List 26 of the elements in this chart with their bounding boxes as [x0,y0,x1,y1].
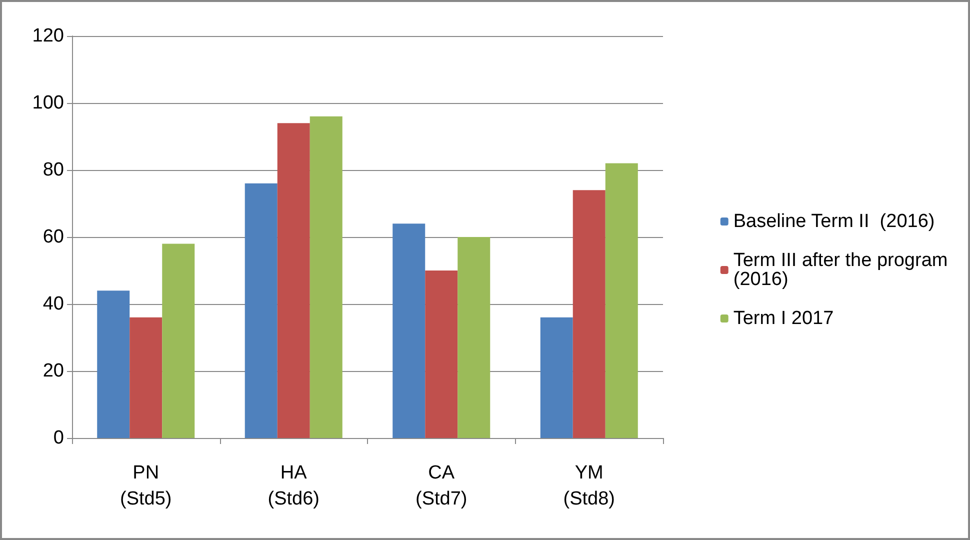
bar [425,270,458,438]
y-tick-label: 40 [42,294,64,314]
y-tick-label: 120 [32,26,64,46]
y-tick-label: 0 [53,428,64,448]
x-tick-label: PN (Std5) [120,462,172,510]
x-tick-label: YM (Std8) [563,462,615,510]
bar [458,237,490,438]
bar [392,224,426,438]
y-tick-label: 60 [42,226,64,248]
bar [97,290,130,438]
bar [162,244,195,438]
x-tick-label: HA (Std6) [268,462,320,510]
bar [540,317,573,438]
x-tick-label: CA (Std7) [416,462,468,510]
bar [130,317,162,438]
legend-label: Term I 2017 [733,308,834,329]
y-tick-label: 80 [42,160,64,180]
y-tick-label: 20 [42,360,64,382]
bar [572,190,606,438]
legend-label: Baseline Term II (2016) [733,211,935,232]
bar [244,183,278,438]
bar [310,116,342,438]
bar [277,123,310,438]
bar [605,163,638,438]
legend-label: Term III after the program (2016) [733,250,954,290]
y-tick-label: 100 [32,92,64,114]
